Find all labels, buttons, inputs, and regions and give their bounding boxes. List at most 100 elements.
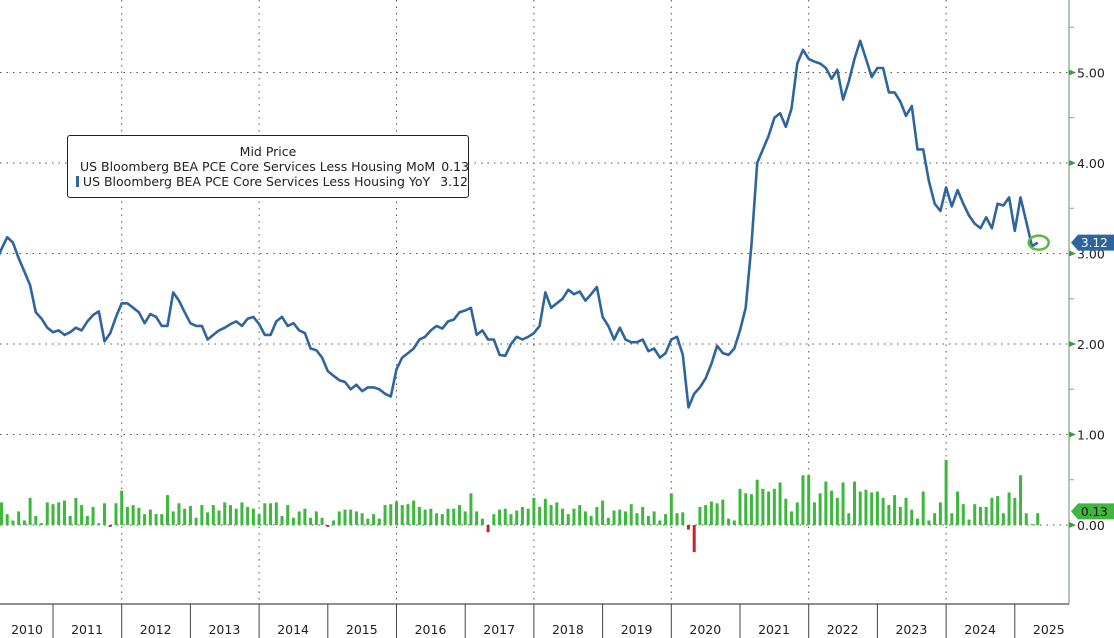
mom-bar	[990, 497, 994, 525]
mom-bar	[498, 509, 502, 525]
mom-bar	[658, 520, 662, 525]
mom-bar	[166, 495, 169, 525]
mom-bar	[1024, 513, 1028, 525]
mom-bar	[148, 509, 152, 525]
mom-bar	[314, 511, 318, 525]
mom-bar	[85, 515, 89, 525]
mom-bar	[824, 481, 828, 525]
y-tick-label: 4.00	[1077, 156, 1105, 171]
mom-bar	[40, 523, 44, 525]
mom-bar	[80, 505, 84, 525]
mom-bar	[103, 503, 107, 525]
mom-bar	[125, 506, 129, 525]
last-value-tags: 3.12 0.13	[1071, 234, 1114, 520]
mom-bar	[532, 497, 536, 525]
mom-bar	[978, 506, 982, 525]
mom-bar	[326, 525, 330, 527]
mom-bar	[274, 502, 278, 525]
mom-bar	[686, 525, 690, 530]
mom-bar	[807, 475, 811, 525]
mom-bar	[698, 506, 702, 525]
mom-bar	[251, 508, 255, 525]
x-tick-label: 2011	[71, 622, 103, 637]
mom-bar	[629, 504, 633, 525]
mom-bar	[767, 491, 771, 525]
mom-bar	[137, 507, 141, 525]
mom-bar	[217, 510, 221, 525]
mom-bar	[412, 500, 416, 525]
legend-item-mom: US Bloomberg BEA PCE Core Services Less …	[76, 159, 469, 174]
mom-bar	[927, 520, 931, 525]
mom-bar	[675, 513, 679, 525]
mom-bar	[234, 508, 238, 525]
legend-title: Mid Price	[239, 144, 297, 159]
x-tick-label: 2015	[346, 622, 378, 637]
mom-bar	[830, 490, 834, 525]
mom-bar	[950, 513, 954, 525]
mom-bar	[704, 505, 708, 525]
y-tick-label: 5.00	[1077, 66, 1105, 81]
mom-bar	[97, 523, 101, 525]
mom-bar	[446, 508, 450, 525]
mom-bar	[366, 518, 370, 525]
mom-bar	[1001, 513, 1005, 525]
mom-bar	[303, 508, 307, 525]
mom-bar	[257, 514, 261, 525]
mom-bar	[1013, 497, 1017, 525]
y-tick-label: 2.00	[1077, 337, 1105, 352]
mom-bar	[618, 509, 622, 525]
mom-bar	[835, 497, 839, 525]
x-tick-label: 2016	[415, 622, 447, 637]
mom-bar	[538, 506, 542, 525]
mom-bar	[543, 498, 547, 525]
mom-bar	[309, 517, 313, 525]
mom-bar	[349, 509, 353, 525]
mom-bar	[406, 504, 410, 525]
y-axis: 0.001.002.003.004.005.00	[1068, 0, 1105, 604]
mom-bar	[778, 482, 782, 525]
yoy-last-value-tag: 3.12	[1071, 234, 1114, 251]
mom-bar	[383, 505, 387, 525]
mom-bar	[790, 511, 794, 525]
mom-bar	[171, 511, 175, 525]
mom-bar	[984, 506, 988, 525]
mom-bar	[91, 506, 95, 525]
mom-bar	[612, 510, 616, 525]
mom-bar	[211, 505, 215, 525]
mom-bar	[561, 508, 565, 525]
mom-bar	[62, 500, 66, 525]
mom-bar	[17, 511, 21, 525]
mom-bar	[898, 506, 902, 525]
mom-bar	[5, 514, 9, 525]
x-tick-label: 2017	[483, 622, 515, 637]
mom-bar	[457, 505, 461, 525]
yoy-line	[0, 39, 1039, 409]
mom-bar	[669, 493, 673, 525]
y-tick-label: 1.00	[1077, 428, 1105, 443]
mom-bar	[51, 504, 55, 525]
mom-bars	[0, 459, 1040, 553]
mom-bar	[200, 505, 204, 525]
mom-bar	[870, 492, 874, 525]
mom-bar	[641, 506, 645, 525]
mom-bar	[377, 518, 381, 525]
mom-bar	[566, 514, 570, 525]
y-tick-marker	[1069, 431, 1076, 438]
mom-bar	[417, 506, 421, 525]
mom-bar	[11, 520, 15, 525]
mom-bar	[469, 493, 473, 525]
mom-bar	[57, 502, 61, 525]
mom-bar	[486, 525, 490, 533]
mom-bar	[555, 502, 559, 525]
mom-bar	[910, 509, 914, 525]
mom-bar	[263, 503, 267, 525]
mom-bar	[435, 513, 439, 525]
mom-bar	[354, 511, 358, 525]
mom-bar	[933, 513, 937, 525]
legend-label-yoy: US Bloomberg BEA PCE Core Services Less …	[82, 174, 431, 189]
mom-bar	[664, 514, 668, 525]
mom-bar	[921, 491, 925, 525]
mom-bar	[503, 508, 507, 525]
mom-bar	[395, 501, 398, 525]
